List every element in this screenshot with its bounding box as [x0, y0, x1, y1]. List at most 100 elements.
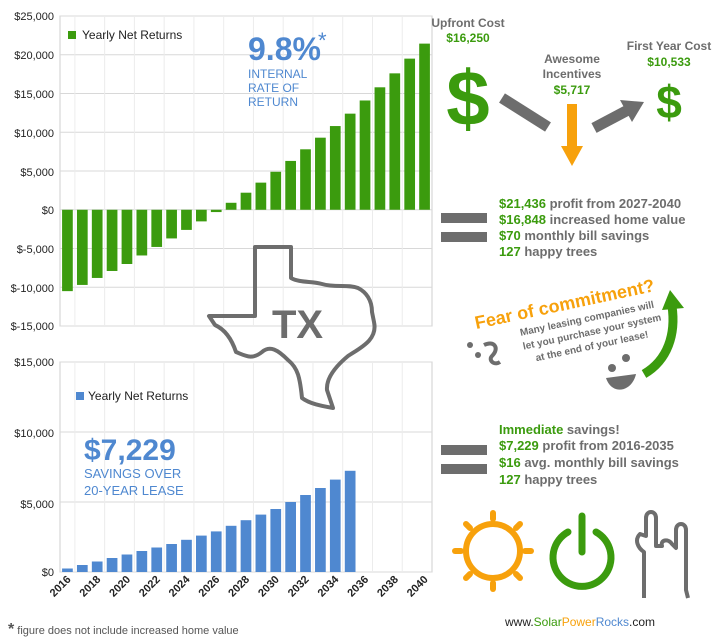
- dollar-icon-large: $: [446, 54, 489, 142]
- first-year-cost-value: $10,533: [647, 55, 691, 69]
- bar: [315, 137, 326, 210]
- incentives-label: Awesome: [544, 52, 600, 66]
- bar: [300, 149, 311, 210]
- bar: [240, 192, 252, 210]
- incentives-value: $5,717: [554, 83, 591, 97]
- bar: [76, 565, 88, 572]
- sun-icon: [452, 510, 534, 592]
- savings-value: $7,229: [84, 434, 176, 467]
- purchase-chart-bars: [62, 43, 430, 292]
- upfront-cost-label: Upfront Cost: [431, 16, 504, 30]
- x-tick-label: 2028: [226, 574, 252, 600]
- x-tick-label: 2018: [78, 574, 104, 600]
- legend-swatch: [76, 392, 84, 400]
- result-line: $21,436 profit from 2027-2040: [499, 196, 681, 211]
- bar: [329, 479, 341, 572]
- site-logo: www.SolarPowerRocks.com: [504, 615, 655, 629]
- incentives-label: Incentives: [543, 67, 602, 81]
- purchase-chart-y-ticks: $25,000 $20,000 $15,000 $10,000 $5,000 $…: [11, 11, 54, 333]
- lease-chart-grid: [59, 361, 433, 573]
- result-line: $7,229 profit from 2016-2035: [499, 438, 674, 453]
- equals-icon: [441, 445, 487, 474]
- result-line: $70 monthly bill savings: [499, 228, 649, 243]
- bar: [270, 171, 282, 210]
- result-line: $16 avg. monthly bill savings: [499, 455, 679, 470]
- x-tick-label: 2024: [167, 573, 193, 599]
- bar: [181, 539, 192, 572]
- bar: [181, 209, 192, 230]
- cost-flow: Upfront Cost $16,250 $ Awesome Incentive…: [431, 16, 711, 166]
- bar: [255, 182, 267, 210]
- bar: [389, 73, 401, 210]
- y-tick-label: $0: [42, 567, 54, 579]
- bar: [344, 470, 356, 572]
- irr-caption-line: RETURN: [248, 95, 298, 109]
- y-tick-label: $25,000: [14, 11, 54, 23]
- bar: [106, 558, 118, 572]
- y-tick-label: $0: [42, 205, 54, 217]
- bar: [225, 525, 237, 572]
- first-year-cost-label: First Year Cost: [627, 39, 711, 53]
- bar: [419, 43, 430, 210]
- bar: [329, 126, 341, 210]
- connector-line: [499, 93, 551, 132]
- bar: [300, 495, 311, 572]
- irr-caption-line: RATE OF: [248, 81, 299, 95]
- x-tick-label: 2030: [256, 574, 282, 600]
- lease-chart-x-ticks: 2016 2018 2020 2022 2024 2026 2028 2030 2032 2034…: [48, 573, 431, 599]
- result-line: 127 happy trees: [499, 244, 597, 259]
- bar: [196, 209, 207, 222]
- bar: [76, 209, 88, 285]
- lease-chart-y-ticks: $15,000 $10,000 $5,000 $0: [14, 357, 54, 579]
- bar: [166, 544, 177, 572]
- bar: [62, 209, 73, 292]
- state-label: TX: [272, 303, 323, 347]
- legend-label: Yearly Net Returns: [82, 28, 182, 42]
- fear-of-commitment: Fear of commitment? Many leasing compani…: [467, 275, 684, 390]
- lease-results: Immediate savings! $7,229 profit from 20…: [499, 422, 679, 487]
- y-tick-label: $20,000: [14, 50, 54, 62]
- texas-map: TX: [207, 245, 377, 410]
- bar: [196, 535, 207, 572]
- bar: [285, 502, 296, 572]
- bar: [285, 160, 296, 210]
- y-tick-label: $10,000: [14, 428, 54, 440]
- purchase-results: $21,436 profit from 2027-2040 $16,848 in…: [499, 196, 685, 259]
- bar: [210, 531, 222, 572]
- bar: [62, 568, 73, 572]
- result-line: $16,848 increased home value: [499, 212, 685, 227]
- irr-asterisk: *: [318, 28, 327, 53]
- x-tick-label: 2022: [137, 574, 163, 600]
- y-tick-label: $5,000: [20, 499, 54, 511]
- bar: [91, 209, 103, 278]
- rock-hand-icon: [635, 510, 690, 599]
- equals-icon: [441, 213, 487, 242]
- bar: [136, 209, 148, 256]
- bar: [106, 209, 118, 271]
- bar: [255, 514, 267, 572]
- x-tick-label: 2040: [405, 574, 431, 600]
- curved-arrow-icon: [641, 290, 684, 378]
- bar: [404, 58, 416, 210]
- x-tick-label: 2032: [286, 574, 312, 600]
- x-tick-label: 2020: [107, 574, 133, 600]
- legend-swatch: [68, 31, 76, 39]
- bar: [136, 551, 148, 572]
- result-line: Immediate savings!: [499, 422, 620, 437]
- bar: [151, 209, 163, 247]
- purchase-chart: $25,000 $20,000 $15,000 $10,000 $5,000 $…: [11, 11, 433, 333]
- x-tick-label: 2036: [345, 574, 371, 600]
- bar: [121, 554, 133, 572]
- lease-chart-legend: Yearly Net Returns: [76, 389, 188, 403]
- x-tick-label: 2034: [316, 573, 342, 599]
- irr-caption-line: INTERNAL: [248, 67, 308, 81]
- down-arrow-icon: [561, 104, 583, 166]
- result-line: 127 happy trees: [499, 472, 597, 487]
- worried-face-icon: [467, 341, 502, 366]
- legend-label: Yearly Net Returns: [88, 389, 188, 403]
- bar: [270, 509, 282, 572]
- x-tick-label: 2026: [197, 574, 223, 600]
- bar: [315, 488, 326, 572]
- bar: [344, 113, 356, 210]
